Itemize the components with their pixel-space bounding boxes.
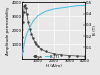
X-axis label: H (A/m): H (A/m) bbox=[46, 64, 61, 68]
Y-axis label: Amplitude permeability: Amplitude permeability bbox=[6, 6, 10, 55]
Legend: μa, B (T): μa, B (T) bbox=[33, 55, 59, 59]
Y-axis label: B (T): B (T) bbox=[93, 25, 97, 35]
